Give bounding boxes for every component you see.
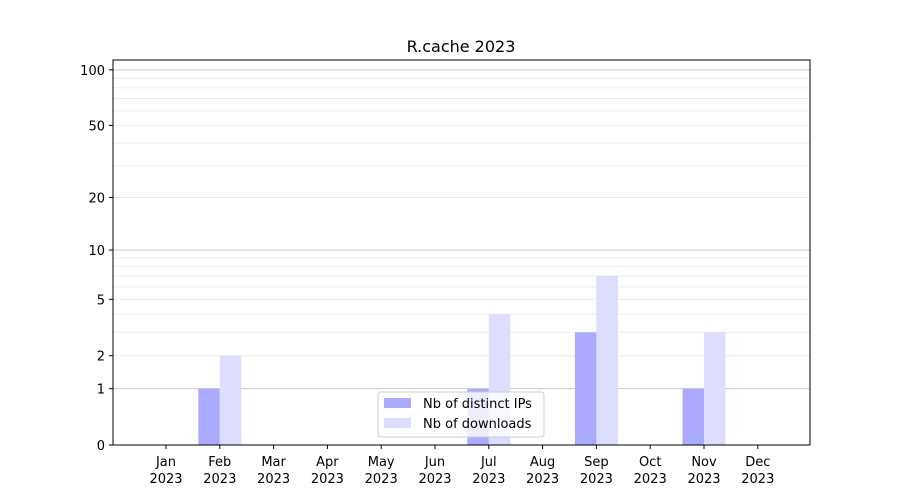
y-tick-label: 50 [88,119,105,134]
bar-distinct-ips [682,388,704,445]
x-tick-label: 2023 [257,472,290,487]
x-tick-label: Jan [155,455,176,470]
legend-swatch [384,398,411,408]
y-tick-label: 0 [97,439,105,454]
x-tick-label: May [368,455,395,470]
x-tick-label: 2023 [580,472,613,487]
x-tick-label: Mar [261,455,286,470]
y-tick-label: 2 [97,350,105,365]
x-tick-label: Oct [639,455,661,470]
x-tick-label: Aug [530,455,555,470]
x-tick-label: 2023 [526,472,559,487]
y-tick-label: 20 [88,192,105,207]
bar-downloads [704,332,726,445]
y-tick-label: 5 [97,293,105,308]
legend-label: Nb of downloads [423,417,532,432]
x-tick-label: Apr [316,455,339,470]
x-tick-label: 2023 [472,472,505,487]
x-tick-label: Dec [745,455,770,470]
x-tick-label: Jun [424,455,445,470]
bar-downloads [219,355,242,445]
plot-frame [112,59,811,446]
bar-distinct-ips [574,332,597,445]
legend-label: Nb of distinct IPs [423,397,532,412]
x-tick-label: 2023 [311,472,344,487]
x-tick-label: 2023 [418,472,451,487]
legend-box [377,391,545,438]
x-tick-label: Feb [208,455,231,470]
x-tick-label: 2023 [365,472,398,487]
bar-downloads [596,275,618,445]
x-tick-label: 2023 [687,472,720,487]
chart-title: R.cache 2023 [407,37,516,56]
x-tick-label: 2023 [203,472,236,487]
y-tick-label: 100 [80,64,105,79]
x-tick-label: 2023 [149,472,182,487]
y-tick-label: 1 [97,383,105,398]
y-tick-label: 10 [88,244,105,259]
x-tick-label: 2023 [741,472,774,487]
bar-distinct-ips [198,388,220,445]
x-tick-label: Sep [584,455,609,470]
x-tick-label: 2023 [634,472,667,487]
x-tick-label: Nov [691,455,717,470]
x-tick-label: Jul [480,455,497,470]
legend-swatch [384,418,411,428]
